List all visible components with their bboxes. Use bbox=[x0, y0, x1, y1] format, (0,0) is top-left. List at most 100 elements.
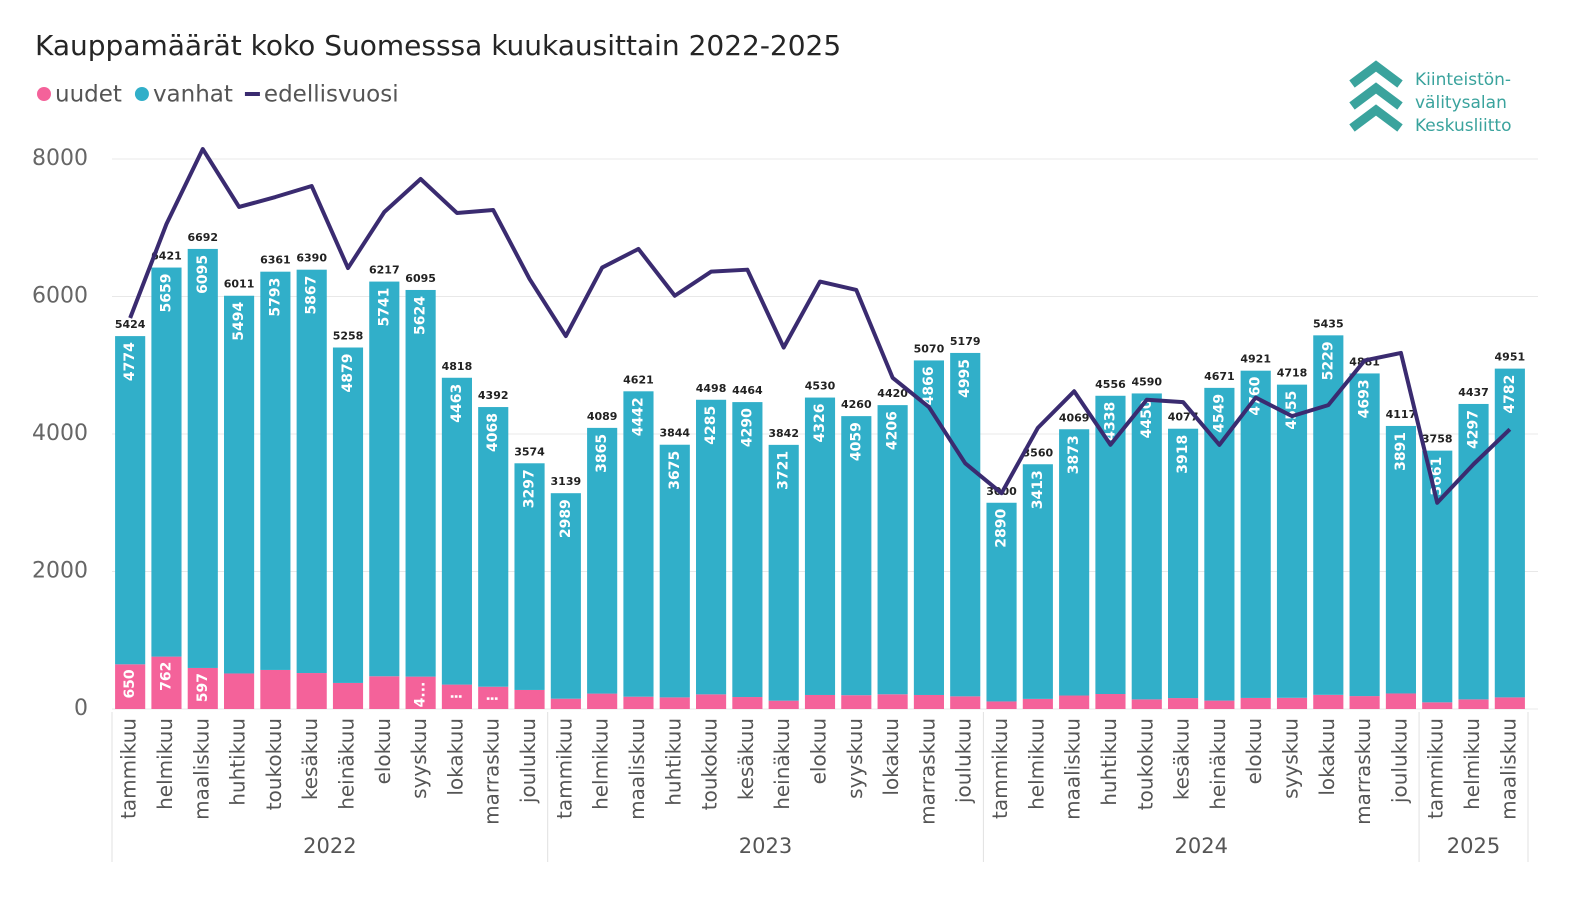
total-label: 4089 bbox=[587, 410, 618, 423]
bar-segment bbox=[1313, 694, 1344, 709]
y-tick-label: 6000 bbox=[32, 284, 88, 309]
bar-segment bbox=[950, 696, 981, 709]
x-tick-label: heinäkuu bbox=[1206, 718, 1230, 810]
logo-text: Kiinteistön- bbox=[1415, 70, 1511, 90]
bar-segment bbox=[1204, 700, 1235, 709]
bar-segment bbox=[1385, 693, 1416, 709]
total-label: 4464 bbox=[732, 384, 763, 397]
logo-chevron bbox=[1349, 82, 1403, 110]
bar-segment bbox=[804, 694, 836, 709]
year-label: 2022 bbox=[303, 834, 356, 858]
bar-segment bbox=[768, 444, 799, 701]
x-tick-label: kesäkuu bbox=[1170, 718, 1194, 800]
value-label: 3721 bbox=[776, 451, 792, 490]
total-label: 4921 bbox=[1240, 353, 1271, 366]
bar-segment bbox=[296, 673, 327, 709]
total-label: 3139 bbox=[551, 475, 582, 488]
value-label: 4782 bbox=[1502, 375, 1518, 414]
total-label: 3844 bbox=[659, 427, 690, 440]
bar-segment bbox=[260, 271, 291, 670]
bar-segment bbox=[659, 444, 690, 698]
bar-segment bbox=[296, 269, 327, 674]
total-label: 4260 bbox=[841, 398, 872, 411]
value-label: 5494 bbox=[231, 301, 247, 340]
value-label: 4068 bbox=[485, 413, 501, 452]
year-label: 2025 bbox=[1447, 834, 1500, 858]
total-label: 4420 bbox=[877, 387, 908, 400]
x-tick-label: joulukuu bbox=[516, 718, 540, 804]
y-tick-label: 0 bbox=[74, 696, 88, 721]
bar-segment bbox=[151, 267, 182, 657]
bar-segment bbox=[151, 656, 182, 709]
bar-segment bbox=[623, 391, 654, 697]
x-tick-label: heinäkuu bbox=[335, 718, 359, 810]
bar-segment bbox=[1240, 370, 1271, 698]
value-label: 5659 bbox=[158, 274, 174, 313]
x-tick-label: helmikuu bbox=[153, 718, 177, 810]
bar-segment bbox=[768, 700, 799, 709]
value-label: 5867 bbox=[304, 276, 320, 315]
value-label: 4338 bbox=[1102, 402, 1118, 441]
bar-segment bbox=[696, 399, 727, 695]
total-label: 4621 bbox=[623, 373, 654, 386]
value-label: 597 bbox=[195, 673, 211, 702]
value-label: 2890 bbox=[994, 508, 1010, 547]
value-label: 3865 bbox=[594, 434, 610, 473]
bar-segment bbox=[1422, 702, 1453, 709]
bar-segment bbox=[1022, 698, 1053, 709]
chart-title: Kauppamäärät koko Suomesssa kuukausittai… bbox=[35, 29, 841, 62]
bar-segment bbox=[369, 281, 400, 677]
total-label: 4530 bbox=[805, 380, 836, 393]
value-label: 5793 bbox=[267, 278, 283, 317]
x-tick-label: marraskuu bbox=[1351, 718, 1375, 825]
bar-segment bbox=[514, 463, 545, 690]
total-label: 5424 bbox=[115, 318, 146, 331]
bar-segment bbox=[1349, 696, 1380, 709]
bar-segment bbox=[478, 407, 509, 687]
bar-segment bbox=[1168, 428, 1199, 699]
total-label: 6390 bbox=[296, 252, 327, 265]
value-label: ⋮ bbox=[485, 692, 501, 706]
bar-segment bbox=[986, 502, 1017, 702]
total-label: 6421 bbox=[151, 250, 182, 263]
x-tick-label: tammikuu bbox=[988, 718, 1012, 819]
bar-segment bbox=[877, 694, 908, 709]
total-label: 4951 bbox=[1495, 351, 1526, 364]
x-tick-label: huhtikuu bbox=[1097, 718, 1121, 806]
bar-segment bbox=[332, 682, 364, 709]
bar-segment bbox=[441, 684, 472, 709]
x-tick-label: kesäkuu bbox=[734, 718, 758, 800]
total-label: 4498 bbox=[696, 382, 727, 395]
value-label: 4297 bbox=[1466, 410, 1482, 449]
x-tick-label: tammikuu bbox=[552, 718, 576, 819]
legend-label: vanhat bbox=[153, 82, 233, 108]
x-tick-label: helmikuu bbox=[589, 718, 613, 810]
bar-segment bbox=[405, 289, 436, 677]
bar-segment bbox=[804, 397, 836, 695]
bar-segment bbox=[1385, 425, 1416, 694]
bar-segment bbox=[1349, 373, 1380, 697]
value-label: 6095 bbox=[195, 255, 211, 294]
value-label: 4774 bbox=[122, 342, 138, 381]
total-label: 5070 bbox=[914, 342, 945, 355]
total-label: 4590 bbox=[1131, 375, 1162, 388]
x-tick-label: joulukuu bbox=[1387, 718, 1411, 804]
bar-segment bbox=[1204, 387, 1235, 701]
value-label: 5229 bbox=[1320, 341, 1336, 380]
x-tick-label: tammikuu bbox=[117, 718, 141, 819]
bar-segment bbox=[877, 405, 908, 695]
y-tick-label: 4000 bbox=[32, 421, 88, 446]
legend-label: uudet bbox=[55, 82, 122, 108]
x-tick-label: syyskuu bbox=[843, 718, 867, 799]
bar-segment bbox=[187, 667, 218, 709]
bar-segment bbox=[1168, 698, 1199, 709]
x-tick-label: maaliskuu bbox=[1496, 718, 1520, 820]
x-tick-label: maaliskuu bbox=[1061, 718, 1085, 820]
value-label: 4206 bbox=[885, 411, 901, 450]
bar-segment bbox=[478, 686, 509, 709]
bar-segment bbox=[950, 352, 981, 697]
total-label: 4671 bbox=[1204, 370, 1235, 383]
bar-segment bbox=[1458, 699, 1489, 709]
bar-segment bbox=[841, 695, 872, 709]
